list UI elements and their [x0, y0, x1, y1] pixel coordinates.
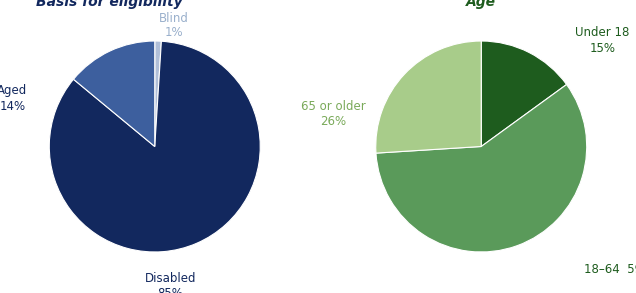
Text: 85%: 85% — [158, 287, 184, 293]
Wedge shape — [74, 41, 155, 146]
Wedge shape — [376, 41, 481, 153]
Wedge shape — [49, 41, 260, 252]
Wedge shape — [155, 41, 162, 146]
Wedge shape — [481, 41, 567, 146]
Text: Blind: Blind — [159, 12, 189, 25]
Text: 18–64  59%: 18–64 59% — [584, 263, 636, 276]
Text: 1%: 1% — [165, 26, 183, 39]
Text: Aged: Aged — [0, 84, 27, 97]
Title: Age: Age — [466, 0, 496, 9]
Text: Under 18: Under 18 — [576, 26, 630, 39]
Wedge shape — [376, 84, 587, 252]
Text: 26%: 26% — [321, 115, 347, 128]
Text: Disabled: Disabled — [145, 272, 197, 285]
Text: 15%: 15% — [590, 42, 616, 54]
Text: Basis for eligibility: Basis for eligibility — [36, 0, 183, 9]
Text: 65 or older: 65 or older — [301, 100, 366, 113]
Text: 14%: 14% — [0, 100, 25, 113]
